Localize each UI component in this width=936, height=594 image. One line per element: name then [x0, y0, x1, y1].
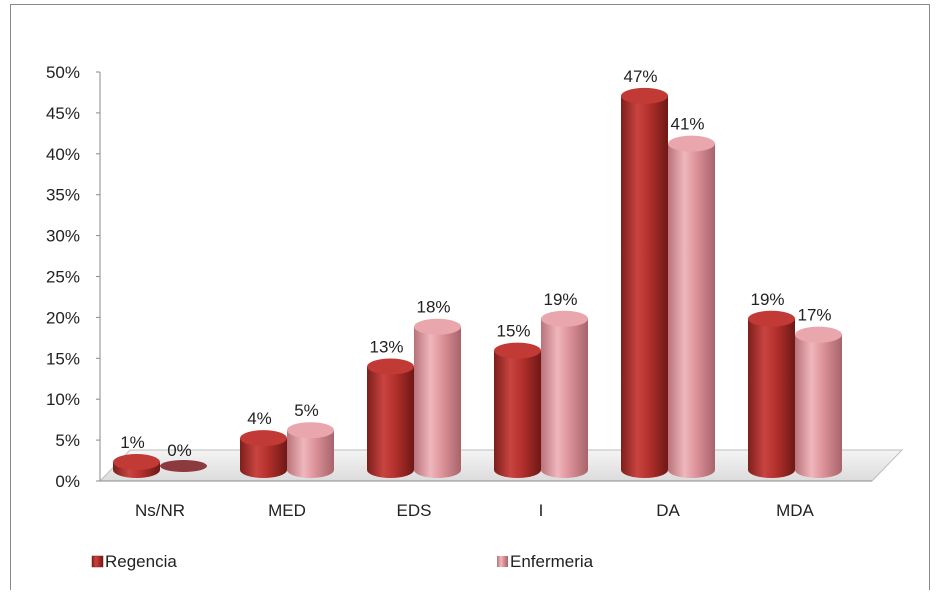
y-tick-label: 45% — [46, 104, 80, 123]
data-label: 17% — [797, 306, 831, 325]
bar-top-cap — [113, 454, 160, 471]
bar-enfermeria-med: 5% — [287, 401, 334, 478]
data-label: 41% — [670, 115, 704, 134]
bar-top-cap — [541, 310, 588, 327]
data-label: 19% — [750, 290, 784, 309]
bar-body — [621, 95, 668, 478]
bars: 1% 0% 4% 5% 13% 18% 15% 19% 47% 41% 19% 17% — [113, 67, 842, 478]
bar-top-cap — [621, 87, 668, 104]
legend-label: Regencia — [105, 552, 177, 571]
legend-label: Enfermeria — [510, 552, 594, 571]
legend-swatch — [497, 556, 508, 567]
bar-body — [541, 318, 588, 478]
y-tick-label: 15% — [46, 349, 80, 368]
bar-body — [367, 366, 414, 478]
y-axis-ticks: 0% 5% 10% 15% 20% 25% 30% 35% 40% 45% 50% — [46, 63, 100, 491]
bar-base-ellipse — [160, 460, 207, 472]
bar-regencia-da: 47% — [621, 67, 668, 478]
bar-top-cap — [287, 422, 334, 439]
y-tick-label: 40% — [46, 145, 80, 164]
legend-item-regencia: Regencia — [91, 552, 177, 571]
y-tick-label: 35% — [46, 186, 80, 205]
bar-enfermeria-i: 19% — [541, 290, 588, 478]
bar-body — [414, 326, 461, 478]
x-tick-label: Ns/NR — [135, 501, 185, 520]
x-axis-ticks: Ns/NR MED EDS I DA MDA — [135, 501, 815, 520]
bar-enfermeria-eds: 18% — [414, 298, 461, 478]
x-tick-label: DA — [656, 501, 680, 520]
bar-body — [795, 334, 842, 478]
data-label: 1% — [120, 433, 145, 452]
bar-top-cap — [494, 342, 541, 359]
bar-body — [240, 438, 287, 478]
bar-body — [287, 430, 334, 478]
bar-top-cap — [240, 430, 287, 447]
x-tick-label: MED — [268, 501, 306, 520]
data-label: 15% — [496, 322, 530, 341]
bar-top-cap — [367, 358, 414, 375]
chart-frame — [10, 4, 930, 590]
data-label: 0% — [167, 441, 192, 460]
bar-regencia-mda: 19% — [748, 290, 795, 478]
y-tick-label: 50% — [46, 63, 80, 82]
bar-regencia-eds: 13% — [367, 338, 414, 478]
bar-body — [748, 318, 795, 478]
bar-body — [668, 143, 715, 478]
bar-regencia-nsnr: 1% — [113, 433, 160, 478]
legend: Regencia Enfermeria — [91, 552, 594, 571]
data-label: 5% — [294, 401, 319, 420]
bar-regencia-i: 15% — [494, 322, 541, 478]
legend-swatch — [91, 555, 104, 568]
bar-top-cap — [668, 135, 715, 152]
legend-item-enfermeria: Enfermeria — [497, 552, 594, 571]
bar-enfermeria-nsnr: 0% — [160, 441, 207, 472]
y-tick-label: 10% — [46, 390, 80, 409]
data-label: 18% — [416, 298, 450, 317]
data-label: 47% — [623, 67, 657, 86]
data-label: 4% — [247, 409, 272, 428]
y-tick-label: 30% — [46, 227, 80, 246]
y-tick-label: 20% — [46, 308, 80, 327]
x-tick-label: EDS — [397, 501, 432, 520]
x-tick-label: MDA — [776, 501, 814, 520]
x-tick-label: I — [539, 501, 544, 520]
data-label: 19% — [543, 290, 577, 309]
bar-top-cap — [795, 326, 842, 343]
data-label: 13% — [369, 338, 403, 357]
y-tick-label: 0% — [55, 472, 80, 491]
bar-top-cap — [748, 310, 795, 327]
bar-top-cap — [414, 318, 461, 335]
bar-body — [494, 350, 541, 478]
y-tick-label: 25% — [46, 268, 80, 287]
bar-regencia-med: 4% — [240, 409, 287, 478]
y-tick-label: 5% — [55, 431, 80, 450]
bar-enfermeria-mda: 17% — [795, 306, 842, 478]
bar-enfermeria-da: 41% — [668, 115, 715, 478]
